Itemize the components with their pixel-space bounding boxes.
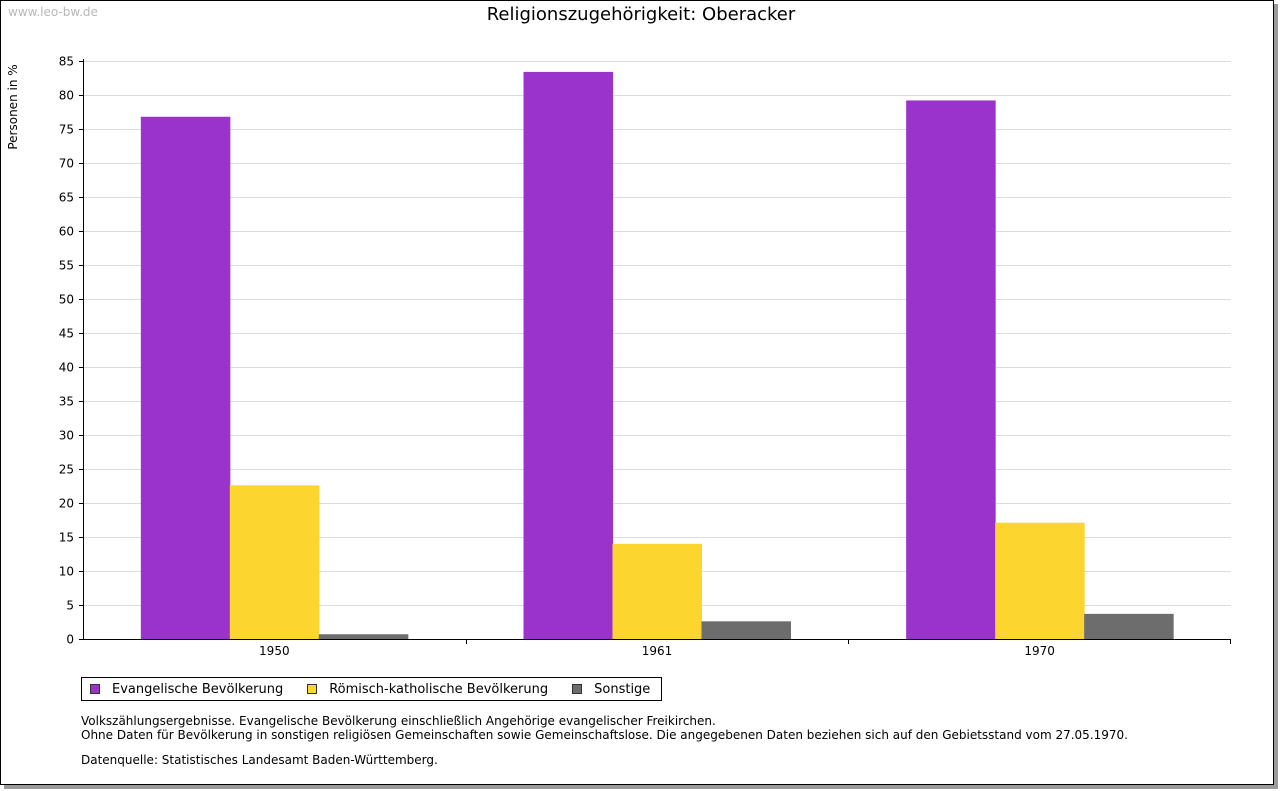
bar	[1084, 613, 1174, 639]
legend-label: Evangelische Bevölkerung	[112, 681, 284, 697]
footnote-line: Volkszählungsergebnisse. Evangelische Be…	[81, 714, 716, 728]
tick-labels: 0 5 10 15 20 25 30 35 40 45 50 55 60 65 70 75 80 85 1950 19…	[59, 55, 1055, 659]
y-tick-label: 40	[59, 361, 74, 375]
x-tick-label: 1970	[1024, 644, 1055, 658]
y-tick-label: 50	[59, 293, 74, 307]
y-tick-label: 75	[59, 123, 74, 137]
y-tick-label: 65	[59, 191, 74, 205]
y-tick-label: 20	[59, 497, 74, 511]
y-tick-label: 85	[59, 55, 74, 69]
data-source: Datenquelle: Statistisches Landesamt Bad…	[81, 753, 438, 767]
y-tick-label: 0	[66, 633, 74, 647]
legend-label: Sonstige	[594, 681, 651, 697]
y-tick-label: 15	[59, 531, 74, 545]
footnote-line: Ohne Daten für Bevölkerung in sonstigen …	[81, 728, 1128, 742]
legend-item-sonstige: Sonstige	[572, 682, 650, 697]
bar	[229, 485, 320, 639]
bar	[523, 71, 613, 639]
y-tick-label: 25	[59, 463, 74, 477]
y-axis-label: Personen in %	[6, 64, 20, 149]
legend-swatch	[90, 684, 100, 694]
bar	[140, 116, 231, 639]
bar	[906, 100, 996, 639]
bar	[318, 634, 409, 639]
y-tick-label: 55	[59, 259, 74, 273]
bar	[612, 543, 702, 639]
x-tick-label: 1961	[642, 644, 673, 658]
y-tick-label: 45	[59, 327, 74, 341]
y-tick-label: 60	[59, 225, 74, 239]
y-tick-label: 70	[59, 157, 74, 171]
y-tick-label: 10	[59, 565, 74, 579]
axes	[79, 59, 1231, 644]
bar	[701, 621, 791, 639]
legend: Evangelische Bevölkerung Römisch-katholi…	[81, 677, 663, 701]
legend-label: Römisch-katholische Bevölkerung	[329, 681, 549, 697]
y-tick-label: 5	[66, 599, 74, 613]
y-tick-label: 80	[59, 89, 74, 103]
legend-swatch	[572, 684, 583, 694]
legend-swatch	[307, 684, 318, 694]
y-tick-label: 35	[59, 395, 74, 409]
chart-title: Religionszugehörigkeit: Oberacker	[486, 4, 796, 25]
x-tick-label: 1950	[259, 644, 290, 658]
y-tick-label: 30	[59, 429, 74, 443]
bars	[140, 71, 1174, 639]
legend-item-katholisch: Römisch-katholische Bevölkerung	[307, 682, 548, 697]
footnotes: Volkszählungsergebnisse. Evangelische Be…	[81, 714, 1128, 742]
bar	[995, 522, 1085, 639]
legend-item-evangelisch: Evangelische Bevölkerung	[90, 682, 283, 697]
watermark: www.leo-bw.de	[8, 5, 98, 19]
